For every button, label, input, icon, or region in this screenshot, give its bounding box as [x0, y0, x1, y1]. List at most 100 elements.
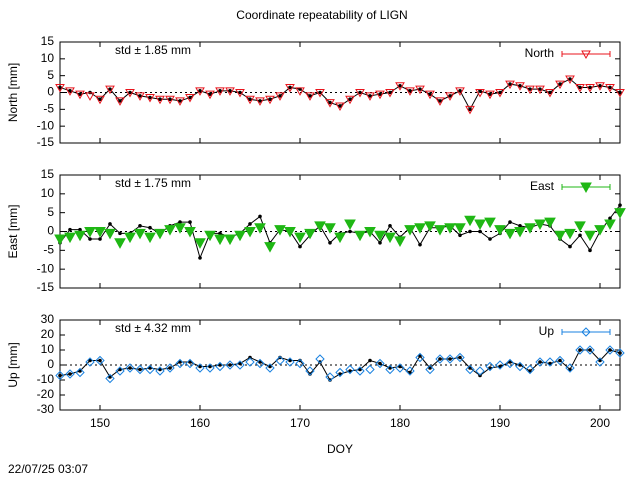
point	[345, 364, 355, 375]
point	[618, 203, 622, 207]
point	[538, 360, 542, 364]
point	[88, 237, 92, 241]
point	[475, 89, 485, 98]
point	[98, 97, 102, 102]
point	[278, 355, 282, 360]
y-tick-label: -10	[37, 372, 55, 386]
point	[204, 230, 216, 242]
point	[195, 363, 205, 373]
point	[585, 345, 595, 355]
timestamp: 22/07/25 03:07	[8, 462, 88, 476]
point	[248, 97, 252, 102]
point	[78, 92, 82, 96]
point	[235, 89, 245, 98]
point	[568, 77, 572, 81]
point	[65, 369, 75, 379]
point	[185, 358, 195, 369]
plot-frame	[59, 174, 621, 289]
point	[458, 233, 462, 238]
point	[558, 82, 562, 86]
point	[604, 219, 616, 230]
point	[114, 238, 126, 249]
point	[184, 227, 196, 238]
y-tick-label: 10	[41, 186, 55, 200]
point	[575, 345, 585, 355]
point	[564, 228, 576, 240]
point	[444, 223, 456, 234]
point	[335, 367, 345, 378]
point	[368, 358, 372, 363]
point	[58, 373, 62, 378]
point	[458, 355, 462, 360]
point	[198, 89, 202, 93]
point	[85, 92, 95, 101]
point	[505, 358, 515, 369]
point	[115, 366, 125, 376]
point	[335, 102, 345, 111]
point	[375, 358, 385, 369]
point	[468, 107, 472, 112]
point	[118, 231, 122, 236]
point	[544, 217, 556, 229]
point	[85, 357, 95, 367]
point	[595, 82, 605, 91]
point	[355, 89, 365, 98]
point	[328, 100, 332, 105]
x-tick-label: 150	[90, 416, 110, 430]
point	[238, 90, 242, 95]
point	[364, 227, 376, 238]
point	[495, 89, 505, 98]
point	[104, 228, 116, 240]
point	[218, 231, 222, 236]
point	[98, 237, 102, 241]
point	[378, 361, 382, 366]
point	[505, 80, 515, 90]
point	[328, 378, 332, 382]
point	[404, 225, 416, 236]
point	[455, 352, 465, 363]
point	[298, 244, 302, 249]
y-axis-label: East [mm]	[6, 204, 20, 258]
point	[165, 363, 175, 373]
point	[498, 90, 502, 95]
point	[465, 364, 475, 375]
point	[298, 358, 302, 363]
y-tick-label: 5	[47, 68, 54, 82]
point	[414, 223, 426, 234]
point	[458, 89, 462, 93]
point	[575, 83, 585, 93]
point	[515, 82, 525, 91]
point	[334, 232, 346, 244]
point	[598, 83, 602, 88]
point	[134, 228, 146, 240]
point	[244, 227, 256, 238]
point	[108, 222, 112, 226]
point	[55, 83, 65, 93]
point	[515, 361, 525, 372]
x-tick-label: 170	[290, 416, 310, 430]
point	[354, 230, 366, 242]
point	[55, 370, 65, 381]
point	[158, 97, 162, 102]
annotation: std ± 4.32 mm	[115, 321, 191, 335]
point	[608, 85, 612, 90]
point	[488, 237, 492, 241]
point	[445, 354, 455, 364]
point	[245, 95, 255, 105]
point	[58, 85, 62, 90]
point	[425, 364, 435, 375]
point	[68, 372, 72, 376]
point	[514, 227, 526, 238]
point	[285, 357, 295, 367]
point	[485, 90, 495, 100]
point	[528, 87, 532, 91]
point	[554, 230, 566, 242]
point	[195, 87, 205, 96]
point	[318, 360, 322, 364]
point	[605, 345, 615, 355]
point	[324, 223, 336, 234]
point	[578, 233, 582, 238]
point	[475, 366, 485, 376]
point	[595, 357, 605, 367]
point	[555, 355, 565, 366]
